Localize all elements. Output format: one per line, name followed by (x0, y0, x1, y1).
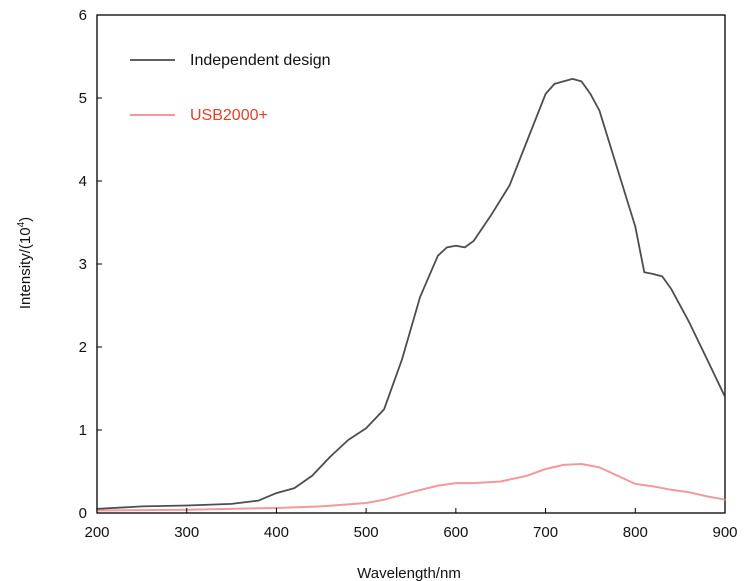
legend-label: USB2000+ (190, 107, 268, 124)
legend: Independent design USB2000+ (130, 52, 331, 124)
y-axis-title-superscript: 4 (16, 221, 27, 227)
x-axis-ticks: 200 300 400 500 600 700 800 900 (84, 508, 738, 541)
plot-border (96, 14, 726, 514)
y-tick-label: 0 (79, 505, 87, 522)
y-tick-label: 4 (79, 173, 87, 190)
legend-label: Independent design (190, 52, 331, 69)
x-axis-title: Wavelength/nm (357, 565, 461, 581)
y-axis-title: Intensity/(104) (16, 217, 34, 309)
x-tick-label: 500 (354, 524, 379, 541)
plot-frame (96, 14, 726, 514)
x-tick-label: 700 (533, 524, 558, 541)
series-line-1 (96, 78, 726, 510)
x-tick-label: 800 (623, 524, 648, 541)
series-line-2 (96, 463, 726, 512)
y-tick-label: 2 (79, 339, 87, 356)
y-axis-ticks: 0 1 2 3 4 5 6 (79, 7, 102, 522)
y-axis-title-main: Intensity/(10 (17, 227, 34, 309)
x-tick-label: 900 (712, 524, 737, 541)
y-tick-label: 6 (79, 7, 87, 24)
x-tick-label: 600 (443, 524, 468, 541)
x-tick-label: 400 (264, 524, 289, 541)
series-layer (96, 78, 726, 512)
y-tick-label: 5 (79, 90, 87, 107)
y-tick-label: 3 (79, 256, 87, 273)
x-tick-label: 300 (174, 524, 199, 541)
y-tick-label: 1 (79, 422, 87, 439)
y-axis-title-close: ) (17, 217, 34, 222)
x-tick-label: 200 (84, 524, 109, 541)
